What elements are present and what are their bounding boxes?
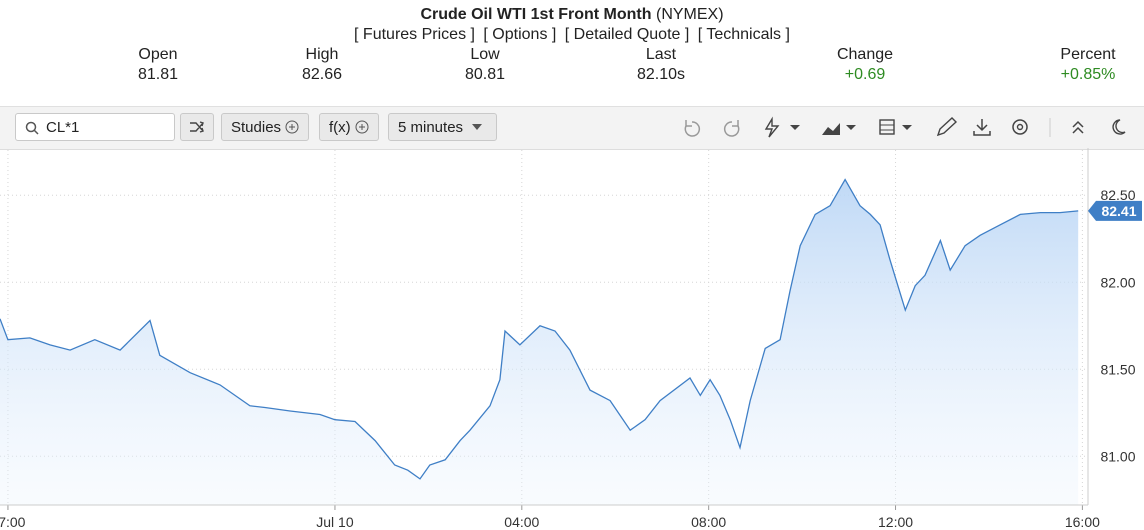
quote-value: 82.10s [636, 66, 686, 83]
quote-label: Low [470, 46, 500, 63]
quote-label: High [305, 46, 339, 63]
symbol: CL*1 [46, 119, 80, 136]
chart: 81.00 81.50 82.00 82.50 17:00 Jul 10 04:00 08:0… [0, 148, 1142, 530]
events[interactable] [764, 116, 780, 138]
toolbar: CL*1 Studies f(x) 5 minutes [0, 106, 1144, 150]
caret [790, 125, 800, 130]
quote-value: 80.81 [464, 66, 506, 83]
y-tick-label: 82.50 [1100, 187, 1135, 203]
price-line [0, 178, 1079, 480]
symbol-search[interactable]: CL*1 [15, 113, 175, 141]
x-tick-label: 08:00 [691, 514, 726, 530]
redo[interactable] [723, 120, 740, 137]
link[interactable]: [ Technicals ] [697, 26, 790, 43]
interval-select[interactable]: 5 minutes [388, 113, 497, 141]
title: Crude Oil WTI 1st Front Month [420, 6, 652, 23]
chart-type[interactable] [822, 123, 840, 135]
last-price-label: 82.41 [1101, 203, 1136, 219]
shuffle-icon [190, 121, 204, 133]
quote-value: +0.85% [1060, 66, 1116, 83]
x-tick-label: 12:00 [878, 514, 913, 530]
y-tick-label: 82.00 [1100, 274, 1135, 290]
exchange: (NYMEX) [655, 6, 724, 23]
studies: Studies [231, 119, 282, 136]
link[interactable]: [ Options ] [483, 26, 557, 43]
collapse[interactable] [1072, 120, 1084, 134]
x-tick-label: 17:00 [0, 514, 26, 530]
quote-label: Change [836, 46, 894, 63]
studies-button[interactable]: Studies [221, 113, 310, 141]
compare-button[interactable] [180, 113, 214, 141]
x-tick-label: 04:00 [504, 514, 539, 530]
y-tick-label: 81.00 [1100, 448, 1135, 464]
link[interactable]: [ Futures Prices ] [354, 26, 475, 43]
quote-label: Percent [1060, 46, 1116, 63]
function: f(x) [329, 119, 351, 136]
download[interactable] [973, 119, 991, 136]
title-line: Crude Oil WTI 1st Front Month (NYMEX) [0, 6, 1144, 24]
link[interactable]: [ Detailed Quote ] [564, 26, 690, 43]
y-tick-label: 81.50 [1100, 361, 1135, 377]
x-tick-label: 16:00 [1065, 514, 1100, 530]
layout[interactable] [879, 119, 895, 135]
theme[interactable] [1112, 119, 1126, 135]
interval: 5 minutes [398, 119, 464, 136]
plus-icon [355, 120, 369, 134]
quote-value: 81.81 [137, 66, 179, 83]
function-button[interactable]: f(x) [319, 113, 379, 141]
draw[interactable] [936, 117, 958, 137]
caret [472, 124, 483, 130]
settings[interactable] [1012, 119, 1028, 135]
x-tick-label: Jul 10 [316, 514, 354, 530]
last-price-tag [1088, 200, 1142, 221]
area [0, 179, 1079, 505]
quote-value: 82.66 [301, 66, 343, 83]
links: [ Futures Prices ] [ Options ] [ Detaile… [0, 26, 1144, 44]
quote-label: Last [645, 46, 677, 63]
plus-icon [285, 120, 299, 134]
caret [902, 125, 912, 130]
caret [846, 125, 856, 130]
undo[interactable] [684, 120, 701, 137]
toolbar-icons [684, 116, 1126, 138]
search-icon [25, 121, 39, 135]
quote-value: +0.69 [844, 66, 886, 83]
quote-label: Open [138, 46, 178, 63]
